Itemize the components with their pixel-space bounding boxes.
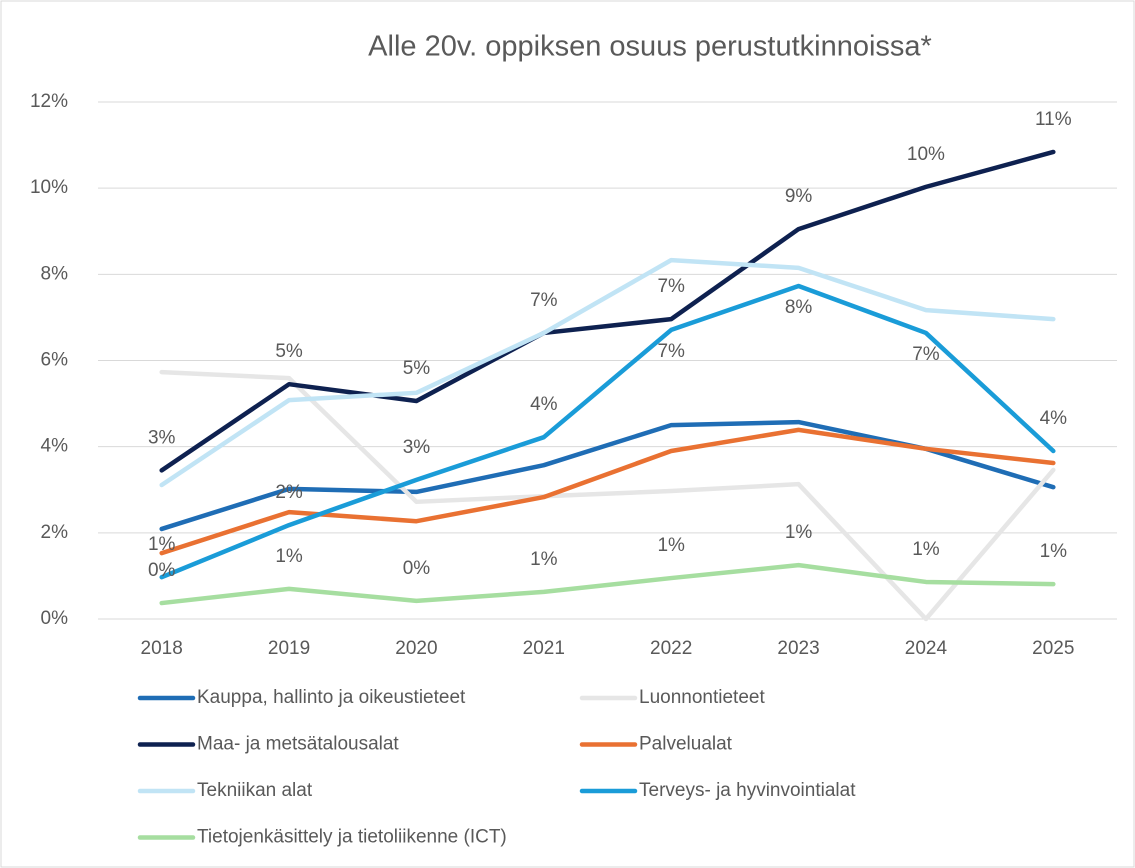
- series-line: [159, 427, 1056, 556]
- legend-label: Tietojenkäsittely ja tietoliikenne (ICT): [197, 827, 507, 848]
- x-tick-label: 2023: [777, 638, 819, 659]
- y-tick-label: 8%: [41, 263, 69, 284]
- legend-label: Palvelualat: [639, 734, 733, 755]
- legend-label: Luonnontieteet: [639, 687, 765, 708]
- series-line: [159, 149, 1056, 473]
- legend-label: Terveys- ja hyvinvointialat: [639, 780, 856, 801]
- chart-title: Alle 20v. oppiksen osuus perustutkinnois…: [368, 31, 932, 63]
- data-label: 9%: [785, 186, 813, 207]
- y-tick-label: 2%: [41, 522, 69, 543]
- data-label: 7%: [530, 290, 558, 311]
- x-tick-label: 2020: [395, 638, 437, 659]
- data-label: 5%: [275, 341, 303, 362]
- data-label: 3%: [148, 427, 176, 448]
- data-label: 1%: [148, 534, 176, 555]
- data-label: 1%: [657, 535, 685, 556]
- y-tick-label: 6%: [41, 350, 69, 371]
- x-tick-label: 2022: [650, 638, 692, 659]
- data-label: 7%: [657, 276, 685, 297]
- data-label: 1%: [1040, 541, 1068, 562]
- data-label: 0%: [403, 558, 431, 579]
- data-label: 8%: [785, 297, 813, 318]
- data-label: 2%: [275, 482, 303, 503]
- y-tick-label: 0%: [41, 608, 69, 629]
- data-label: 0%: [148, 560, 176, 581]
- series-line: [159, 283, 1056, 580]
- data-label: 1%: [275, 546, 303, 567]
- legend-label: Maa- ja metsätalousalat: [197, 734, 399, 755]
- data-label: 4%: [530, 394, 558, 415]
- series-line: [159, 562, 1056, 606]
- data-label: 11%: [1035, 109, 1072, 130]
- data-label: 1%: [785, 522, 813, 543]
- legend-label: Tekniikan alat: [197, 780, 313, 801]
- x-tick-label: 2019: [268, 638, 310, 659]
- series-line: [159, 257, 1056, 488]
- data-label: 10%: [907, 144, 945, 165]
- y-tick-label: 12%: [30, 91, 68, 112]
- x-tick-label: 2018: [141, 638, 183, 659]
- x-tick-label: 2021: [523, 638, 565, 659]
- data-label: 1%: [912, 539, 940, 560]
- data-label: 3%: [403, 437, 431, 458]
- x-tick-label: 2025: [1032, 638, 1074, 659]
- data-label: 7%: [912, 344, 940, 365]
- y-tick-label: 10%: [30, 177, 68, 198]
- y-tick-label: 4%: [41, 436, 69, 457]
- legend-label: Kauppa, hallinto ja oikeustieteet: [197, 687, 466, 708]
- x-tick-label: 2024: [905, 638, 948, 659]
- data-label: 5%: [403, 358, 431, 379]
- data-label: 7%: [657, 341, 685, 362]
- data-label: 4%: [1040, 408, 1068, 429]
- data-label: 1%: [530, 549, 558, 570]
